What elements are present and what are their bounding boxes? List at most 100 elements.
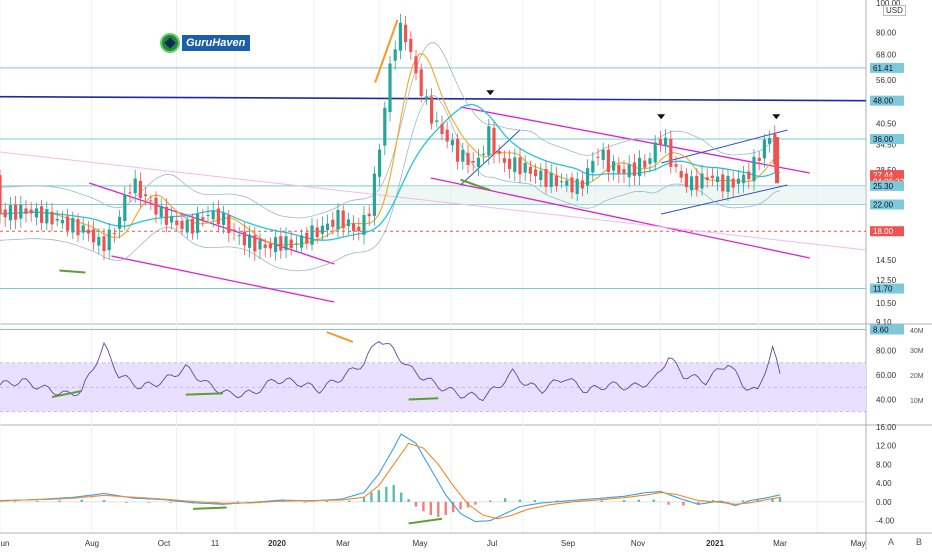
candle-body bbox=[393, 49, 397, 61]
candle-body bbox=[0, 175, 2, 214]
trend-line bbox=[460, 129, 521, 186]
candle-body bbox=[554, 175, 558, 187]
macd-histogram-bar bbox=[407, 499, 410, 502]
rsi-tick-label: 40.00 bbox=[876, 396, 897, 405]
candle-body bbox=[456, 138, 460, 162]
candle-body bbox=[606, 149, 610, 173]
price-tick-label: 56.00 bbox=[876, 76, 897, 85]
candle-body bbox=[237, 235, 241, 237]
moving-average-long bbox=[0, 103, 781, 241]
candle-body bbox=[612, 161, 616, 171]
candle-body bbox=[352, 223, 356, 231]
price-tick-label: 100.00 bbox=[876, 0, 901, 8]
macd-tick-label: 0.00 bbox=[876, 498, 892, 507]
pivot-marker bbox=[657, 114, 666, 120]
macd-histogram-bar bbox=[325, 500, 329, 502]
price-label: 18.00 bbox=[873, 227, 894, 236]
channel-line-faint bbox=[0, 151, 867, 251]
candle-body bbox=[679, 171, 683, 178]
macd-tick-label: 8.00 bbox=[876, 460, 892, 469]
annotation-green bbox=[51, 389, 82, 399]
candle-body bbox=[372, 173, 376, 216]
autoscale-button[interactable]: A bbox=[888, 537, 895, 547]
candle-body bbox=[29, 209, 33, 214]
candle-body bbox=[736, 178, 740, 184]
candle-body bbox=[180, 220, 184, 229]
candle-body bbox=[258, 240, 262, 250]
macd-histogram-bar bbox=[13, 501, 17, 503]
candle-body bbox=[716, 176, 720, 183]
candle-body bbox=[346, 219, 350, 227]
volume-tick-label: 40M bbox=[910, 328, 924, 335]
annotation-green bbox=[193, 506, 227, 510]
macd-histogram-bar bbox=[667, 501, 670, 505]
macd-histogram-bar bbox=[429, 501, 433, 516]
macd-histogram-bar bbox=[347, 500, 351, 502]
currency-label: USD bbox=[883, 5, 906, 16]
macd-histogram-bar bbox=[771, 498, 774, 502]
macd-histogram-bar bbox=[169, 501, 173, 503]
candle-body bbox=[690, 176, 694, 191]
candle-body bbox=[471, 160, 475, 163]
price-tick-label: 12.50 bbox=[876, 276, 897, 285]
log-button[interactable]: B bbox=[916, 537, 923, 547]
signal-line bbox=[0, 442, 781, 520]
candle-body bbox=[721, 174, 725, 192]
candle-body bbox=[653, 142, 657, 163]
candle-body bbox=[24, 208, 28, 214]
candle-body bbox=[133, 178, 137, 194]
candle-body bbox=[357, 226, 361, 232]
candle-body bbox=[123, 194, 127, 222]
candle-body bbox=[336, 210, 340, 230]
candle-body bbox=[466, 152, 470, 165]
bollinger-upper bbox=[0, 42, 781, 219]
annotation-green bbox=[460, 178, 491, 192]
candle-body bbox=[570, 177, 574, 193]
macd-histogram-bar bbox=[778, 497, 782, 502]
candle-body bbox=[367, 213, 371, 217]
annotation-green bbox=[59, 269, 86, 274]
candle-body bbox=[201, 217, 205, 220]
candle-body bbox=[185, 219, 189, 233]
price-label-bg bbox=[870, 324, 904, 335]
macd-histogram-bar bbox=[35, 500, 39, 502]
candle-body bbox=[539, 170, 543, 180]
price-label-bg bbox=[870, 62, 904, 73]
candle-body bbox=[523, 163, 527, 173]
macd-histogram-bar bbox=[444, 501, 447, 516]
candle-body bbox=[378, 149, 382, 177]
candle-body bbox=[268, 243, 272, 249]
candle-body bbox=[669, 139, 673, 167]
price-tick-label: 80.00 bbox=[876, 29, 897, 38]
candle-body bbox=[430, 96, 434, 124]
annotation-green bbox=[408, 397, 439, 401]
candle-body bbox=[320, 225, 324, 234]
price-label-bg bbox=[870, 133, 904, 144]
candle-body bbox=[747, 171, 751, 180]
macd-histogram-bar bbox=[102, 500, 106, 502]
candle-body bbox=[289, 239, 293, 249]
candle-body bbox=[34, 208, 38, 218]
candle-body bbox=[658, 139, 662, 145]
candle-body bbox=[388, 63, 392, 113]
candle-body bbox=[461, 149, 465, 162]
candle-body bbox=[705, 177, 709, 180]
macd-histogram-bar bbox=[362, 497, 366, 502]
candle-body bbox=[414, 56, 418, 74]
price-label: 22.00 bbox=[873, 201, 894, 210]
candle-body bbox=[242, 231, 246, 246]
candle-body bbox=[362, 214, 366, 235]
macd-tick-label: -4.00 bbox=[876, 517, 895, 526]
candle-body bbox=[144, 194, 148, 197]
candle-body bbox=[294, 243, 298, 245]
last-candle bbox=[775, 137, 780, 184]
price-label: 61.41 bbox=[873, 64, 894, 73]
candle-body bbox=[684, 173, 688, 188]
price-label-bg bbox=[870, 226, 904, 237]
candle-body bbox=[513, 157, 517, 172]
candle-body bbox=[71, 218, 75, 233]
macd-histogram-bar bbox=[489, 500, 492, 502]
candle-body bbox=[632, 162, 636, 176]
